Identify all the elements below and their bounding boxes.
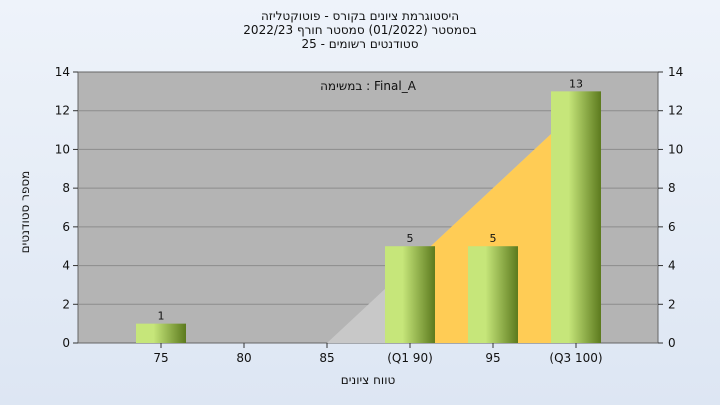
- y-tick-label-right: 0: [668, 336, 676, 350]
- cumulative-area: [410, 110, 576, 343]
- y-axis-label: מספר סטודנטים: [18, 170, 32, 254]
- y-tick-label-right: 12: [668, 104, 683, 118]
- bar-value-label: 1: [158, 310, 165, 323]
- y-tick-label-left: 6: [62, 220, 70, 234]
- y-tick-label-right: 10: [668, 142, 683, 156]
- y-tick-label-left: 0: [62, 336, 70, 350]
- x-tick-label: 85: [319, 351, 334, 365]
- chart-title-block: היסטוגרמת ציונים בקורס - פוטוקטליזה בסמס…: [0, 9, 720, 51]
- task-annotation: במשימה : Final_A: [320, 79, 417, 93]
- y-tick-label-left: 4: [62, 259, 70, 273]
- x-tick-label: 80: [236, 351, 251, 365]
- y-tick-label-left: 8: [62, 181, 70, 195]
- x-tick-label: (Q3 100): [549, 351, 602, 365]
- x-tick-label: 95: [485, 351, 500, 365]
- bar: [136, 323, 186, 343]
- bar-value-label: 13: [569, 77, 583, 90]
- chart-title: היסטוגרמת ציונים בקורס - פוטוקטליזה: [260, 9, 460, 23]
- bar-value-label: 5: [490, 232, 497, 245]
- bar: [551, 91, 601, 343]
- y-tick-label-right: 8: [668, 181, 676, 195]
- y-tick-label-left: 10: [55, 142, 70, 156]
- y-tick-label-right: 6: [668, 220, 676, 234]
- y-tick-label-right: 14: [668, 65, 683, 79]
- bar-value-label: 5: [407, 232, 414, 245]
- bars: 1 5 5 13: [136, 77, 601, 343]
- axes: 0 0 2 2 4 4 6 6 8 8 10 10 12 12 14 14 75 80 85 (Q1 90) 95 (Q3…: [55, 65, 684, 365]
- x-tick-label: 75: [153, 351, 168, 365]
- bar: [385, 246, 435, 343]
- bar: [468, 246, 518, 343]
- x-axis-label: טווח ציונים: [340, 373, 396, 387]
- x-tick-label: (Q1 90): [387, 351, 433, 365]
- y-tick-label-left: 12: [55, 104, 70, 118]
- y-tick-label-right: 4: [668, 259, 676, 273]
- y-tick-label-left: 2: [62, 297, 70, 311]
- y-tick-label-left: 14: [55, 65, 70, 79]
- chart-subtitle-semester: בסמסטר (01/2022) סמסטר חורף 2022/23: [243, 23, 477, 37]
- chart-subtitle-students: סטודנטים רשומים - 25: [301, 37, 419, 51]
- y-tick-label-right: 2: [668, 297, 676, 311]
